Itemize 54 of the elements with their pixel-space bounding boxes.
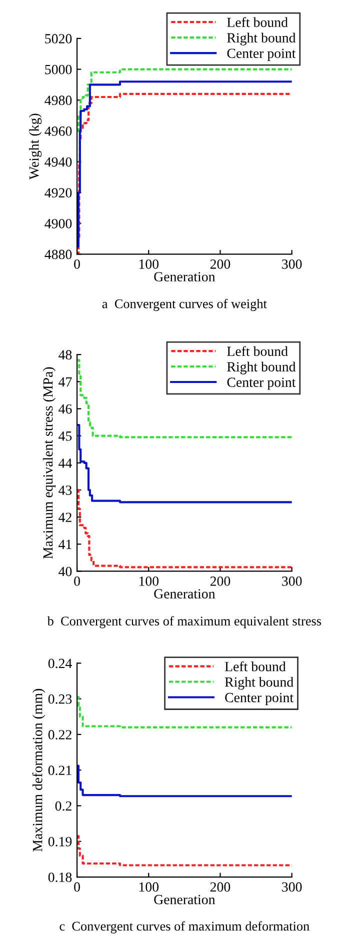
text: c Convergent curves of maximum deformation xyxy=(60,921,310,934)
y-tick-label: 4900 xyxy=(44,218,72,228)
y-tick-label: 4960 xyxy=(44,126,72,136)
y-tick-label: 48 xyxy=(58,350,72,360)
legend-label: Right bound xyxy=(224,676,294,690)
x-tick-label: 300 xyxy=(282,259,302,269)
y-tick-label: 4980 xyxy=(44,96,72,106)
y-tick-label: 0.24 xyxy=(48,658,72,668)
legend-label: Right bound xyxy=(227,362,296,374)
y-tick-label: 0.22 xyxy=(48,730,72,740)
x-tick-label: 100 xyxy=(139,259,159,269)
legend-label: Center point xyxy=(225,692,294,706)
x-tick-label: 100 xyxy=(139,882,159,892)
x-axis-title: Generation xyxy=(154,894,216,904)
y-axis-title: Weight (kg) xyxy=(28,114,42,180)
y-tick-label: 0.21 xyxy=(48,766,72,776)
x-tick-label: 0 xyxy=(74,576,80,586)
x-tick-label: 300 xyxy=(282,576,302,586)
x-tick-label: 100 xyxy=(139,576,159,586)
x-tick-label: 200 xyxy=(210,259,230,269)
x-tick-label: 0 xyxy=(74,259,80,269)
legend-label: Left bound xyxy=(227,17,288,28)
legend-label: Right bound xyxy=(227,32,296,46)
x-axis-title: Generation xyxy=(154,272,216,282)
legend-label: Center point xyxy=(227,378,296,390)
y-tick-label: 47 xyxy=(58,377,72,386)
x-tick-label: 300 xyxy=(282,882,302,892)
y-tick-label: 45 xyxy=(58,431,72,441)
text: a Convergent curves of weight xyxy=(102,298,267,311)
y-tick-label: 4880 xyxy=(44,250,72,260)
y-tick-label: 46 xyxy=(58,404,72,414)
y-axis-title: Maximum equivalent stress (MPa) xyxy=(42,367,56,559)
legend-label: Center point xyxy=(227,48,296,61)
y-tick-label: 0.23 xyxy=(48,694,72,704)
text: b Convergent curves of maximum equivalent stress xyxy=(47,616,322,628)
y-tick-label: 42 xyxy=(58,512,72,522)
y-tick-label: 5000 xyxy=(45,64,72,74)
y-tick-label: 44 xyxy=(58,458,72,468)
y-tick-label: 0.19 xyxy=(48,836,72,846)
x-tick-label: 0 xyxy=(74,882,80,892)
y-tick-label: 40 xyxy=(58,566,72,576)
y-tick-label: 41 xyxy=(58,540,72,549)
y-tick-label: 0.18 xyxy=(48,872,72,882)
legend-label: Left bound xyxy=(227,346,288,356)
y-tick-label: 0.2 xyxy=(55,801,72,811)
y-tick-label: 4920 xyxy=(44,188,72,198)
y-tick-label: 5020 xyxy=(45,34,72,44)
legend-label: Left bound xyxy=(224,661,286,672)
y-tick-label: 43 xyxy=(58,486,72,495)
y-tick-label: 4940 xyxy=(44,157,72,167)
x-axis-title: Generation xyxy=(154,589,216,598)
x-tick-label: 200 xyxy=(210,576,230,586)
x-tick-label: 200 xyxy=(210,882,230,892)
y-axis-title: Maximum deformation (mm) xyxy=(32,688,46,852)
